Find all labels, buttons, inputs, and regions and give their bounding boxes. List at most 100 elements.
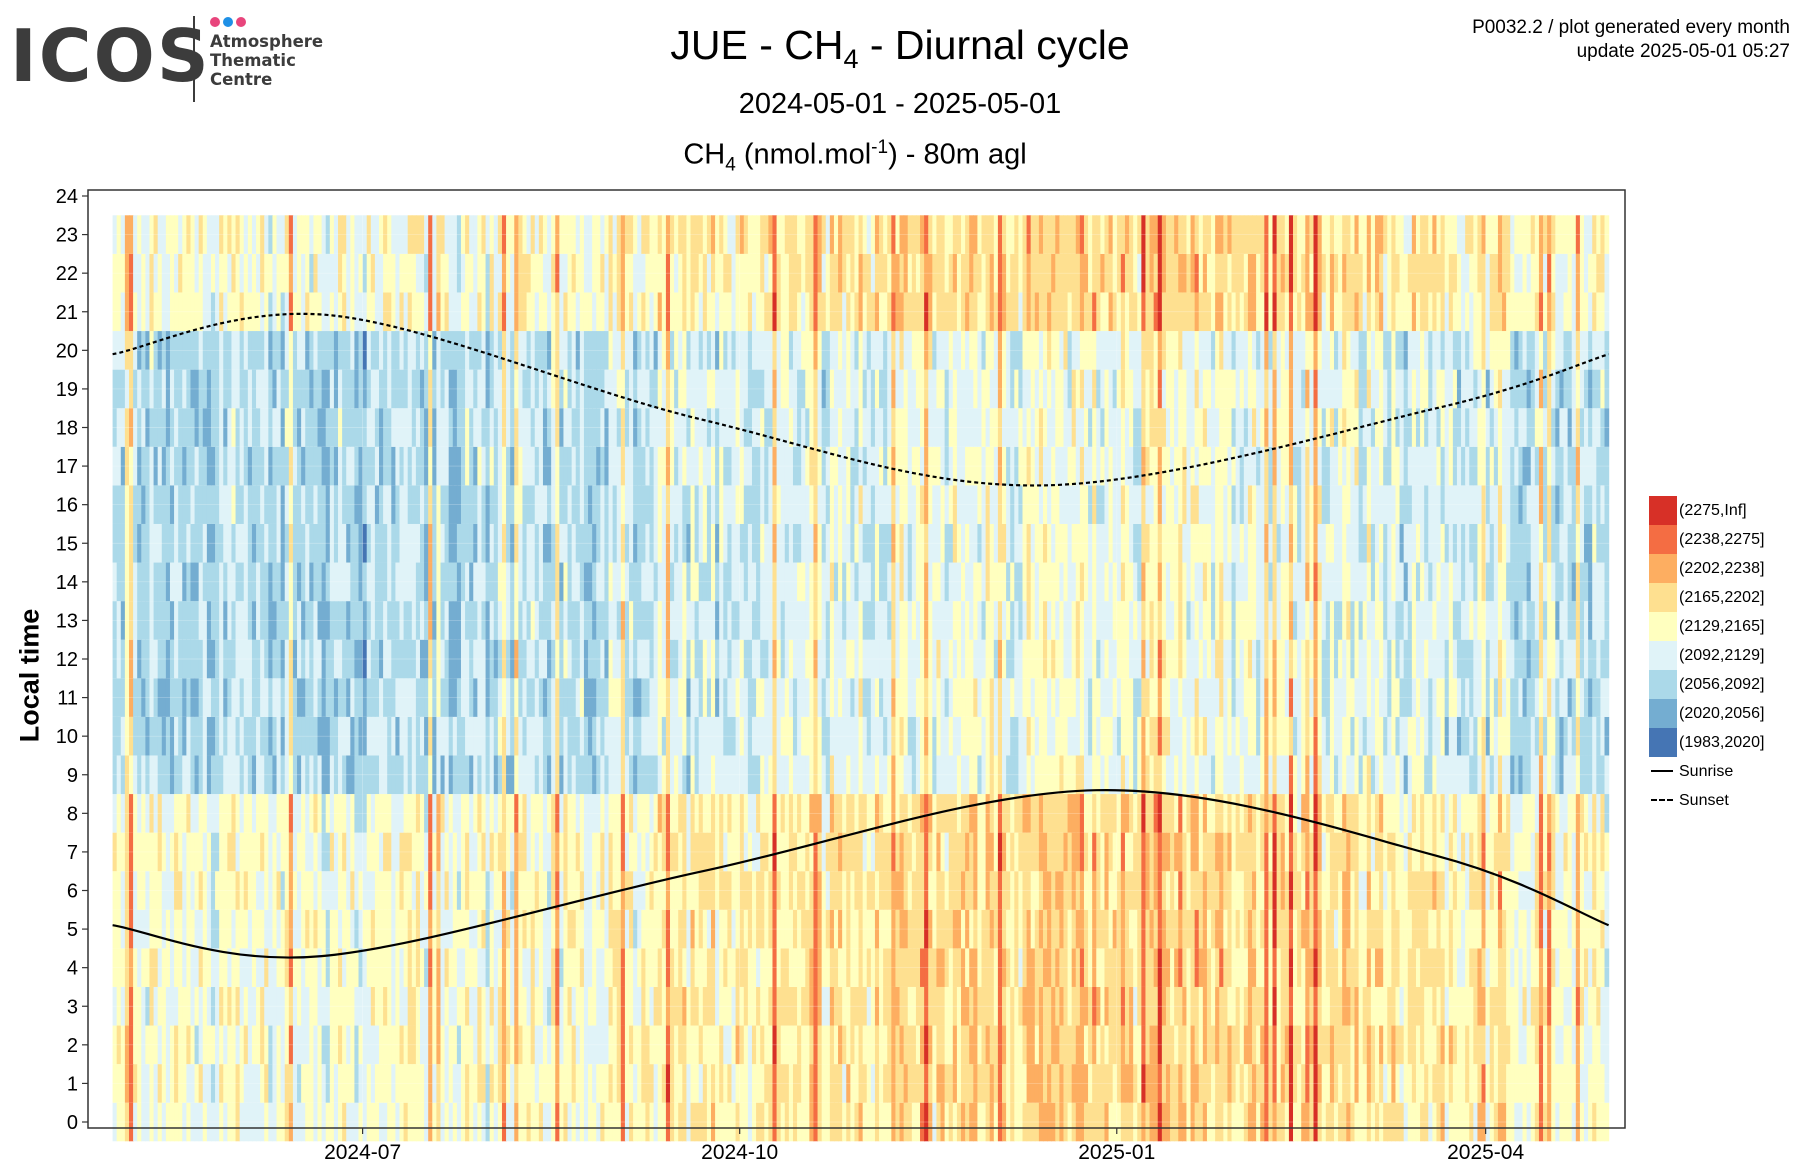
heatmap-cell (165, 948, 171, 987)
heatmap-cell (133, 755, 138, 795)
heatmap-cell (247, 678, 253, 717)
heatmap-cell (215, 678, 220, 717)
heatmap-cell (477, 292, 483, 332)
heatmap-cell (309, 871, 315, 910)
heatmap-cell (280, 639, 286, 679)
heatmap-cell (547, 1025, 552, 1065)
heatmap-cell (174, 639, 179, 679)
heatmap-cell (350, 678, 356, 717)
heatmap-cell (542, 601, 548, 640)
heatmap-cell (198, 408, 204, 447)
heatmap-cell (284, 253, 290, 293)
heatmap-cell (366, 485, 372, 524)
heatmap-cell (198, 601, 204, 640)
heatmap-cell (510, 948, 515, 987)
heatmap-cell (128, 716, 134, 756)
heatmap-cell (411, 755, 417, 795)
heatmap-cell (436, 716, 442, 756)
heatmap-cell (374, 639, 380, 679)
heatmap-cell (116, 794, 122, 833)
heatmap-cell (317, 331, 323, 370)
heatmap-cell (297, 832, 302, 872)
heatmap-cell (497, 678, 503, 717)
heatmap-cell (592, 215, 597, 254)
heatmap-cell (210, 909, 216, 949)
heatmap-cell (305, 832, 310, 872)
heatmap-cell (411, 253, 417, 293)
heatmap-cell (514, 215, 519, 254)
heatmap-cell (280, 1064, 286, 1103)
heatmap-cell (362, 832, 368, 872)
heatmap-cell (325, 215, 331, 254)
heatmap-cell (194, 639, 200, 679)
heatmap-cell (526, 716, 532, 756)
heatmap-cell (538, 948, 544, 987)
title-subscript: 4 (843, 44, 859, 75)
heatmap-cell (133, 331, 138, 370)
heatmap-cell (391, 871, 396, 910)
heatmap-cell (239, 948, 245, 987)
heatmap-cell (624, 253, 630, 293)
heatmap-cell (391, 523, 396, 563)
heatmap-cell (448, 678, 454, 717)
heatmap-cell (399, 832, 405, 872)
heatmap-cell (399, 485, 405, 524)
heatmap-cell (501, 986, 507, 1026)
heatmap-cell (629, 794, 634, 833)
heatmap-cell (530, 292, 536, 332)
heatmap-cell (629, 639, 634, 679)
heatmap-cell (588, 832, 593, 872)
heatmap-cell (419, 446, 425, 486)
heatmap-cell (452, 331, 458, 370)
heatmap-cell (469, 755, 474, 795)
heatmap-cell (444, 909, 450, 949)
heatmap-cell (358, 408, 364, 447)
heatmap-cell (551, 755, 556, 795)
heatmap-cell (583, 755, 589, 795)
heatmap-cell (620, 1102, 626, 1142)
heatmap-cell (399, 215, 405, 254)
heatmap-cell (165, 215, 171, 254)
heatmap-cell (251, 446, 257, 486)
heatmap-cell (161, 485, 167, 524)
heatmap-cell (190, 678, 196, 717)
heatmap-cell (202, 292, 208, 332)
heatmap-cell (206, 1102, 212, 1142)
heatmap-cell (383, 871, 388, 910)
heatmap-cell (452, 601, 458, 640)
heatmap-cell (288, 253, 294, 293)
heatmap-cell (292, 562, 298, 602)
heatmap-cell (305, 253, 310, 293)
heatmap-cell (514, 408, 519, 447)
heatmap-cell (518, 601, 524, 640)
heatmap-cell (297, 755, 302, 795)
heatmap-cell (489, 986, 495, 1026)
heatmap-cell (182, 948, 187, 987)
heatmap-cell (493, 755, 499, 795)
heatmap-cell (526, 755, 532, 795)
heatmap-cell (411, 832, 417, 872)
heatmap-cell (338, 639, 343, 679)
heatmap-cell (407, 601, 413, 640)
heatmap-cell (354, 485, 360, 524)
heatmap-cell (157, 832, 163, 872)
heatmap-cell (477, 523, 483, 563)
heatmap-cell (370, 408, 376, 447)
heatmap-cell (301, 485, 306, 524)
heatmap-cell (292, 369, 298, 409)
heatmap-cell (235, 485, 241, 524)
heatmap-cell (395, 986, 401, 1026)
heatmap-cell (350, 1064, 356, 1103)
heatmap-cell (182, 331, 187, 370)
heatmap-cell (596, 562, 601, 602)
heatmap-cell (305, 948, 310, 987)
heatmap-cell (387, 716, 392, 756)
heatmap-cell (198, 369, 204, 409)
heatmap-cell (174, 215, 179, 254)
heatmap-cell (538, 331, 544, 370)
heatmap-cell (452, 369, 458, 409)
heatmap-cell (231, 639, 237, 679)
heatmap-cell (272, 292, 278, 332)
heatmap-cell (629, 408, 634, 447)
heatmap-cell (141, 1025, 146, 1065)
